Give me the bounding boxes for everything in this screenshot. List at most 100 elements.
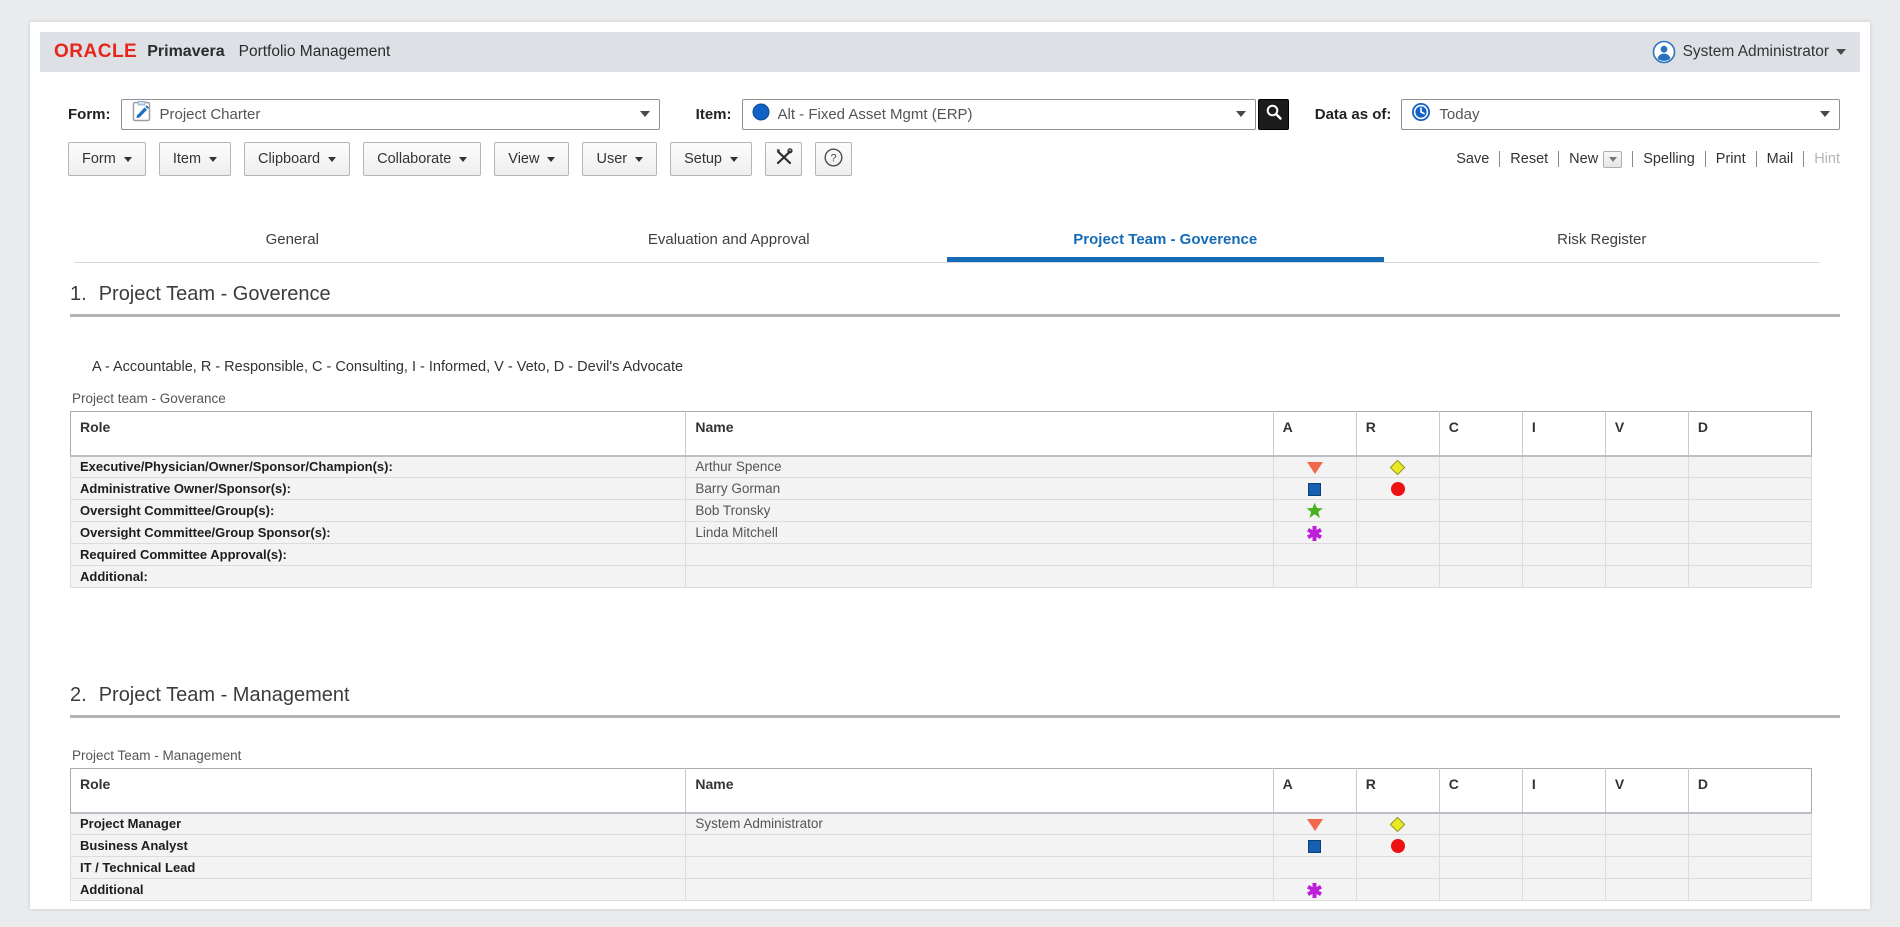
mark-cell-v[interactable] — [1604, 477, 1689, 500]
mark-cell-d[interactable] — [1687, 812, 1813, 835]
role-cell: Business Analyst — [69, 834, 687, 857]
mark-cell-i[interactable] — [1521, 499, 1606, 522]
mark-cell-a[interactable] — [1272, 477, 1357, 500]
menu-user[interactable]: User — [582, 142, 658, 176]
tab-risk-register[interactable]: Risk Register — [1557, 231, 1647, 248]
help-button[interactable]: ? — [815, 142, 852, 176]
mark-cell-r[interactable] — [1355, 812, 1440, 835]
mark-cell-v[interactable] — [1604, 878, 1689, 901]
role-cell: Oversight Committee/Group Sponsor(s): — [69, 521, 687, 544]
mark-cell-d[interactable] — [1687, 878, 1813, 901]
mail-link[interactable]: Mail — [1766, 151, 1794, 167]
mark-cell-d[interactable] — [1687, 477, 1813, 500]
tab-evaluation-and-approval[interactable]: Evaluation and Approval — [647, 231, 810, 248]
mark-cell-d[interactable] — [1687, 856, 1813, 879]
menu-view[interactable]: View — [494, 142, 570, 176]
user-menu[interactable]: System Administrator — [1652, 40, 1846, 64]
mark-cell-a[interactable] — [1272, 455, 1357, 478]
mark-cell-i[interactable] — [1521, 812, 1606, 835]
mark-cell-i[interactable] — [1521, 834, 1606, 857]
reset-link[interactable]: Reset — [1510, 151, 1549, 167]
mark-cell-r[interactable] — [1355, 477, 1440, 500]
mark-cell-a[interactable] — [1272, 499, 1357, 522]
mark-cell-c[interactable] — [1438, 565, 1523, 588]
mark-cell-a[interactable] — [1272, 565, 1357, 588]
user-name: System Administrator — [1682, 43, 1829, 60]
print-link[interactable]: Print — [1715, 151, 1746, 167]
name-cell[interactable] — [685, 834, 1274, 857]
name-cell[interactable]: Arthur Spence — [685, 455, 1274, 478]
col-header-c: C — [1439, 411, 1523, 457]
dataasof-select[interactable]: Today — [1401, 98, 1841, 130]
mark-cell-a[interactable] — [1272, 878, 1357, 901]
mark-cell-d[interactable] — [1687, 543, 1813, 566]
mark-cell-i[interactable] — [1521, 455, 1606, 478]
mark-cell-c[interactable] — [1438, 878, 1523, 901]
mark-cell-v[interactable] — [1604, 455, 1689, 478]
mark-cell-v[interactable] — [1604, 543, 1689, 566]
mark-cell-r[interactable] — [1355, 455, 1440, 478]
mark-cell-d[interactable] — [1687, 565, 1813, 588]
mark-cell-d[interactable] — [1687, 834, 1813, 857]
name-cell[interactable]: Linda Mitchell — [685, 521, 1274, 544]
mark-cell-v[interactable] — [1604, 856, 1689, 879]
menu-clipboard[interactable]: Clipboard — [244, 142, 351, 176]
mark-cell-v[interactable] — [1604, 521, 1689, 544]
mark-cell-r[interactable] — [1355, 856, 1440, 879]
tab-general[interactable]: General — [265, 231, 319, 248]
form-select[interactable]: Project Charter — [120, 98, 661, 130]
mark-cell-v[interactable] — [1604, 812, 1689, 835]
mark-cell-r[interactable] — [1355, 521, 1440, 544]
name-cell[interactable]: Barry Gorman — [685, 477, 1274, 500]
menu-setup[interactable]: Setup — [670, 142, 752, 176]
mark-cell-c[interactable] — [1438, 543, 1523, 566]
spelling-link[interactable]: Spelling — [1643, 151, 1695, 167]
name-cell[interactable]: System Administrator — [685, 812, 1274, 835]
mark-cell-i[interactable] — [1521, 521, 1606, 544]
mark-cell-r[interactable] — [1355, 878, 1440, 901]
mark-cell-i[interactable] — [1521, 477, 1606, 500]
save-link[interactable]: Save — [1456, 151, 1490, 167]
name-cell[interactable] — [685, 878, 1274, 901]
name-cell[interactable]: Bob Tronsky — [685, 499, 1274, 522]
mark-cell-c[interactable] — [1438, 521, 1523, 544]
mark-cell-i[interactable] — [1521, 878, 1606, 901]
mark-cell-v[interactable] — [1604, 499, 1689, 522]
mark-cell-r[interactable] — [1355, 543, 1440, 566]
new-dropdown-button[interactable] — [1603, 150, 1623, 168]
col-header-role: Role — [70, 768, 687, 814]
mark-cell-i[interactable] — [1521, 856, 1606, 879]
mark-cell-c[interactable] — [1438, 499, 1523, 522]
mark-cell-v[interactable] — [1604, 565, 1689, 588]
mark-cell-c[interactable] — [1438, 812, 1523, 835]
mark-cell-d[interactable] — [1687, 455, 1813, 478]
mark-cell-a[interactable] — [1272, 812, 1357, 835]
new-link[interactable]: New — [1569, 151, 1599, 167]
mark-cell-c[interactable] — [1438, 834, 1523, 857]
menu-form[interactable]: Form — [68, 142, 146, 176]
name-cell[interactable] — [685, 543, 1274, 566]
mark-cell-a[interactable] — [1272, 521, 1357, 544]
tools-button[interactable] — [765, 142, 802, 176]
mark-cell-r[interactable] — [1355, 499, 1440, 522]
mark-cell-c[interactable] — [1438, 856, 1523, 879]
mark-cell-a[interactable] — [1272, 543, 1357, 566]
menu-collaborate[interactable]: Collaborate — [363, 142, 482, 176]
mark-cell-d[interactable] — [1687, 499, 1813, 522]
name-cell[interactable] — [685, 856, 1274, 879]
mark-cell-i[interactable] — [1521, 543, 1606, 566]
mark-cell-i[interactable] — [1521, 565, 1606, 588]
mark-cell-a[interactable] — [1272, 834, 1357, 857]
tab-project-team-goverence[interactable]: Project Team - Goverence — [947, 222, 1384, 262]
menu-item[interactable]: Item — [158, 142, 232, 176]
mark-cell-a[interactable] — [1272, 856, 1357, 879]
mark-cell-c[interactable] — [1438, 455, 1523, 478]
mark-cell-r[interactable] — [1355, 565, 1440, 588]
mark-cell-c[interactable] — [1438, 477, 1523, 500]
mark-cell-v[interactable] — [1604, 834, 1689, 857]
item-select[interactable]: Alt - Fixed Asset Mgmt (ERP) — [741, 98, 1257, 130]
mark-cell-r[interactable] — [1355, 834, 1440, 857]
name-cell[interactable] — [685, 565, 1274, 588]
mark-cell-d[interactable] — [1687, 521, 1813, 544]
item-search-button[interactable] — [1258, 98, 1289, 130]
